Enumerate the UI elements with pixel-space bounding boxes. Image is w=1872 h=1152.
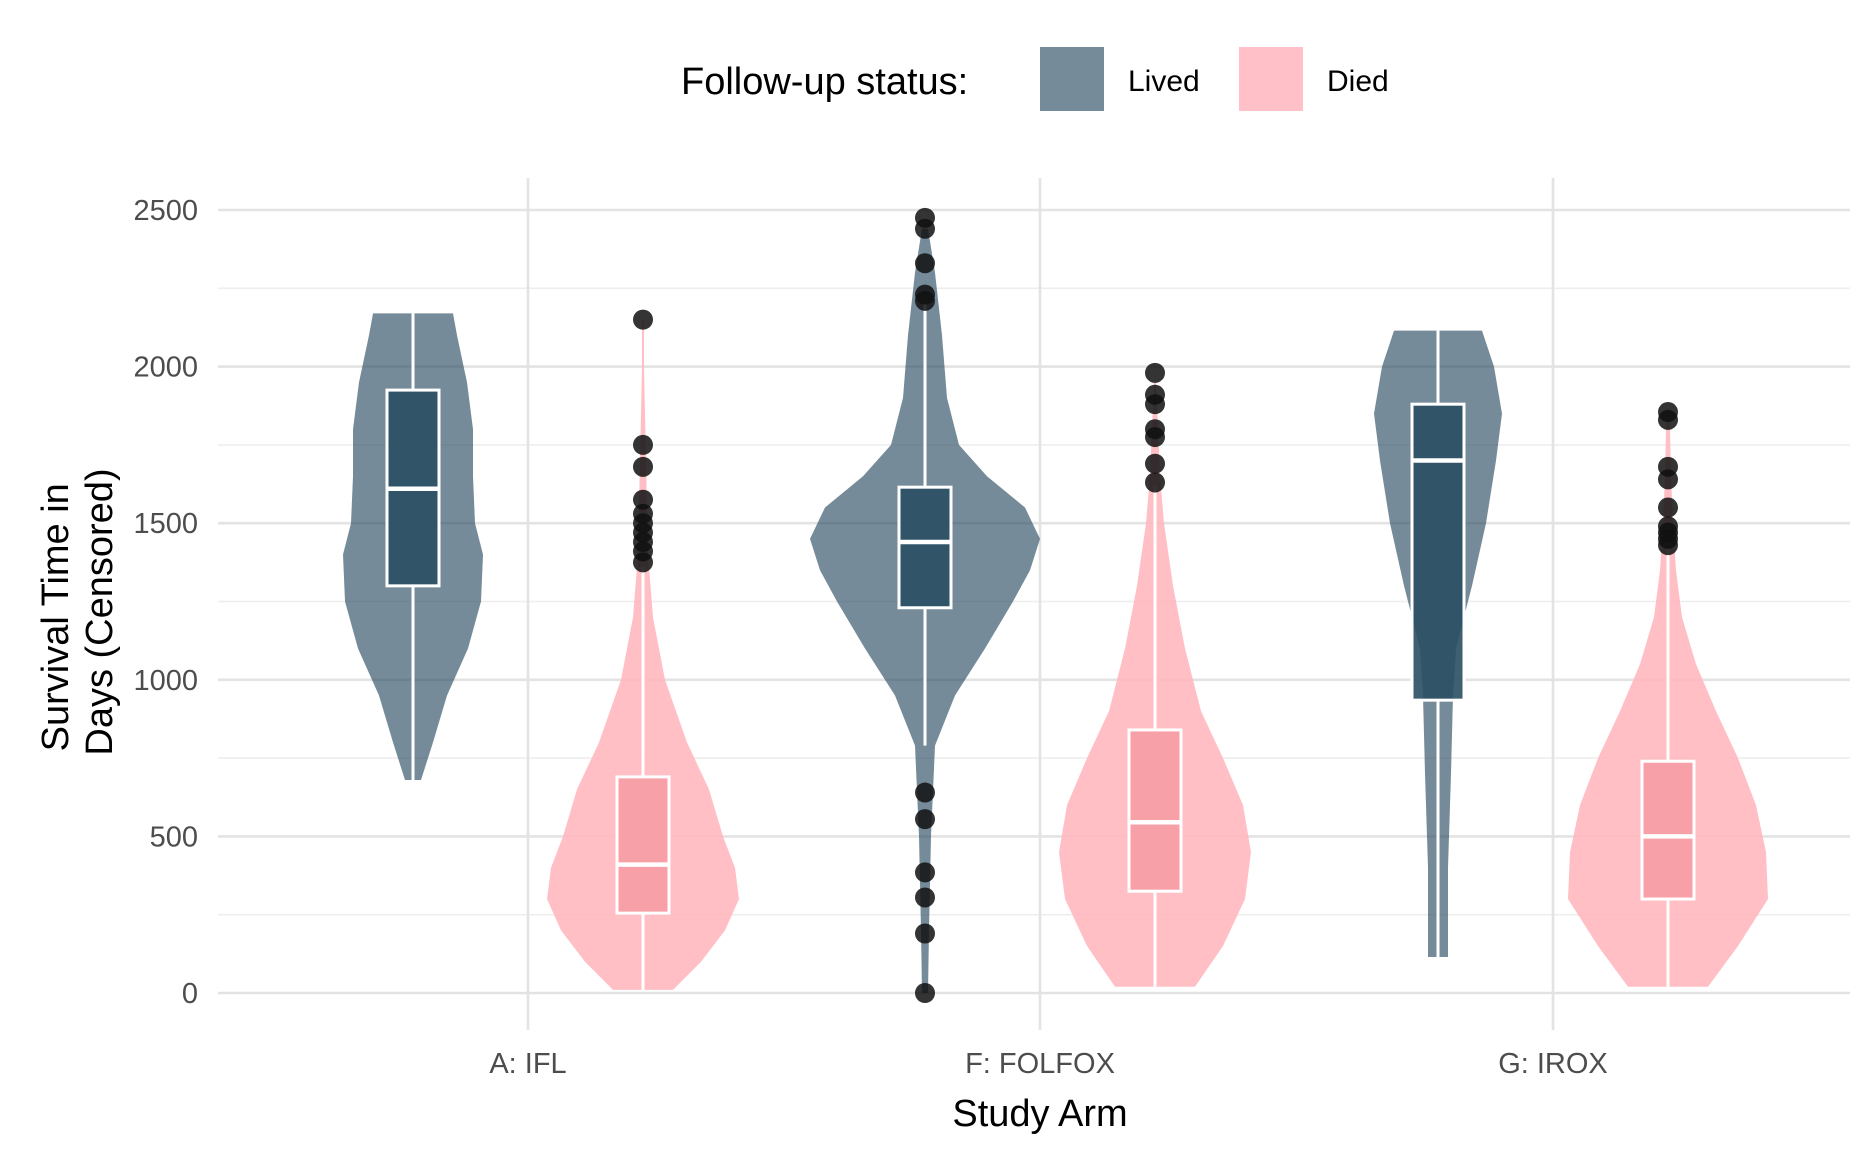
outlier-point: [915, 887, 935, 908]
outlier-point: [1658, 456, 1678, 477]
outlier-point: [1145, 472, 1165, 493]
outlier-point: [633, 309, 653, 330]
y-axis-ticks: 0 500 1000 1500 2000 2500: [133, 195, 198, 1010]
y-axis-title-line-1: Survival Time in: [35, 483, 77, 751]
outlier-point: [915, 253, 935, 274]
outlier-point: [915, 862, 935, 883]
y-tick-label: 1000: [133, 665, 198, 697]
legend-swatch-lived: [1040, 47, 1104, 111]
outlier-point: [1658, 516, 1678, 537]
y-tick-label: 1500: [133, 508, 198, 540]
legend-title: Follow-up status:: [681, 61, 968, 103]
legend-label-lived: Lived: [1128, 65, 1200, 98]
outlier-point: [915, 923, 935, 944]
outlier-point: [1145, 362, 1165, 383]
grid-lines: [218, 178, 1850, 1030]
outlier-point: [1658, 402, 1678, 423]
y-tick-label: 500: [150, 821, 198, 853]
boxplots: [385, 303, 1696, 990]
box-iqr: [1410, 402, 1466, 702]
y-tick-label: 2000: [133, 352, 198, 384]
box-iqr: [1127, 728, 1183, 893]
outlier-point: [633, 434, 653, 455]
outlier-point: [633, 489, 653, 510]
legend-label-died: Died: [1327, 65, 1389, 98]
outlier-point: [1145, 419, 1165, 440]
legend-swatch-died: [1239, 47, 1303, 111]
outlier-point: [1145, 384, 1165, 405]
outlier-point: [915, 207, 935, 228]
outlier-point: [915, 809, 935, 830]
y-tick-label: 2500: [133, 195, 198, 227]
x-tick-label: A: IFL: [489, 1048, 566, 1080]
outlier-point: [633, 503, 653, 524]
y-tick-label: 0: [182, 978, 198, 1010]
y-axis-title-line-2: Days (Censored): [79, 468, 121, 755]
box-iqr: [897, 485, 953, 610]
legend: Follow-up status: Lived Died: [681, 47, 1389, 111]
outlier-point: [1658, 497, 1678, 518]
x-axis-ticks: A: IFL F: FOLFOX G: IROX: [489, 1048, 1607, 1080]
x-tick-label: F: FOLFOX: [965, 1048, 1115, 1080]
outlier-point: [633, 456, 653, 477]
box-iqr: [615, 775, 671, 915]
x-tick-label: G: IROX: [1498, 1048, 1608, 1080]
outlier-points: [633, 207, 1678, 1003]
outlier-point: [1145, 453, 1165, 474]
outlier-point: [915, 284, 935, 305]
x-axis-title: Study Arm: [952, 1093, 1127, 1135]
box-iqr: [1640, 759, 1696, 901]
outlier-point: [915, 782, 935, 803]
y-axis-title: Survival Time in Days (Censored): [35, 468, 121, 755]
outlier-point: [915, 983, 935, 1003]
